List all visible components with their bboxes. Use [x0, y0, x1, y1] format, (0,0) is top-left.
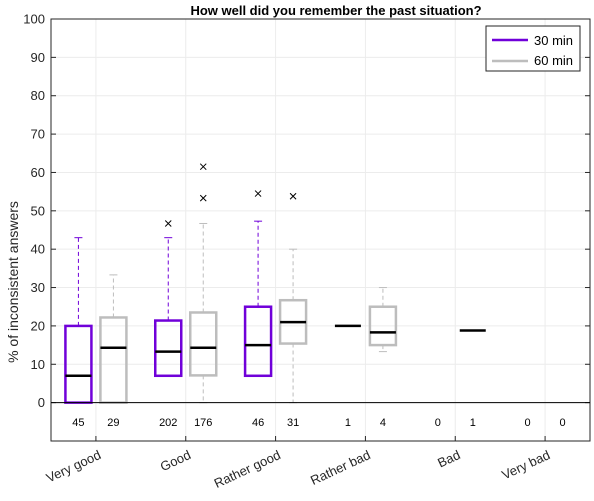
outlier-marker	[199, 163, 207, 171]
box-iqr	[154, 319, 183, 378]
y-tick-label: 70	[31, 127, 45, 142]
plot-background	[51, 19, 590, 441]
box-30-min-5: 0	[525, 417, 531, 429]
legend-box	[485, 25, 581, 72]
box-iqr	[243, 305, 273, 378]
legend-label-30-min: 30 min	[534, 33, 573, 48]
y-tick-label: 10	[31, 357, 45, 372]
sample-count-label: 4	[380, 417, 386, 429]
x-tick-label: Bad	[435, 447, 462, 470]
box-30-min-3: 1	[334, 324, 361, 429]
outlier-stroke	[164, 220, 172, 227]
box-60-min-4: 1	[459, 329, 486, 429]
y-axis-label: % of inconsistent answers	[5, 201, 21, 363]
legend: 30 min 60 min	[485, 25, 581, 72]
chart-title: How well did you remember the past situa…	[190, 3, 481, 18]
outlier-marker	[164, 220, 172, 227]
box-60-min-5: 0	[560, 417, 566, 429]
outlier-stroke	[254, 190, 262, 197]
x-tick-label: Rather bad	[308, 447, 373, 488]
outlier-marker	[199, 194, 207, 202]
box-iqr	[368, 305, 398, 347]
box-30-min-4: 0	[435, 417, 441, 429]
y-tick-label: 0	[38, 395, 45, 410]
sample-count-label: 31	[287, 417, 299, 429]
outlier-stroke	[289, 192, 297, 200]
y-tick-label: 40	[31, 242, 45, 257]
box-60-min-3: 4	[368, 287, 398, 429]
y-tick-label: 90	[31, 50, 45, 65]
y-tick-label: 50	[31, 203, 45, 218]
outlier-marker	[289, 192, 297, 200]
legend-label-60-min: 60 min	[534, 53, 573, 68]
outlier-marker	[254, 190, 262, 197]
sample-count-label: 29	[107, 417, 119, 429]
x-tick-label: Good	[158, 447, 193, 474]
sample-count-label: 0	[435, 417, 441, 429]
grid-lines	[51, 18, 590, 441]
box-30-min-1: 202	[154, 220, 183, 429]
sample-count-label: 0	[525, 417, 531, 429]
sample-count-label: 1	[470, 417, 476, 429]
sample-count-label: 1	[345, 417, 351, 429]
sample-count-label: 0	[560, 417, 566, 429]
sample-count-label: 176	[194, 417, 212, 429]
y-tick-label: 20	[31, 318, 45, 333]
x-tick-label: Very good	[44, 447, 103, 485]
box-60-min-2: 31	[278, 192, 308, 429]
box-30-min-2: 46	[243, 190, 273, 429]
box-iqr	[189, 311, 218, 377]
y-tick-label: 30	[31, 280, 45, 295]
y-tick-label: 60	[31, 165, 45, 180]
sample-count-label: 45	[72, 417, 84, 429]
sample-count-label: 46	[252, 417, 264, 429]
y-tick-label: 100	[23, 12, 45, 27]
outlier-stroke	[199, 163, 207, 171]
sample-count-label: 202	[159, 417, 177, 429]
x-tick-label: Very bad	[499, 447, 552, 482]
outlier-stroke	[199, 194, 207, 202]
x-tick-label: Rather good	[212, 447, 283, 491]
y-tick-label: 80	[31, 88, 45, 103]
axes-frame	[50, 18, 591, 442]
